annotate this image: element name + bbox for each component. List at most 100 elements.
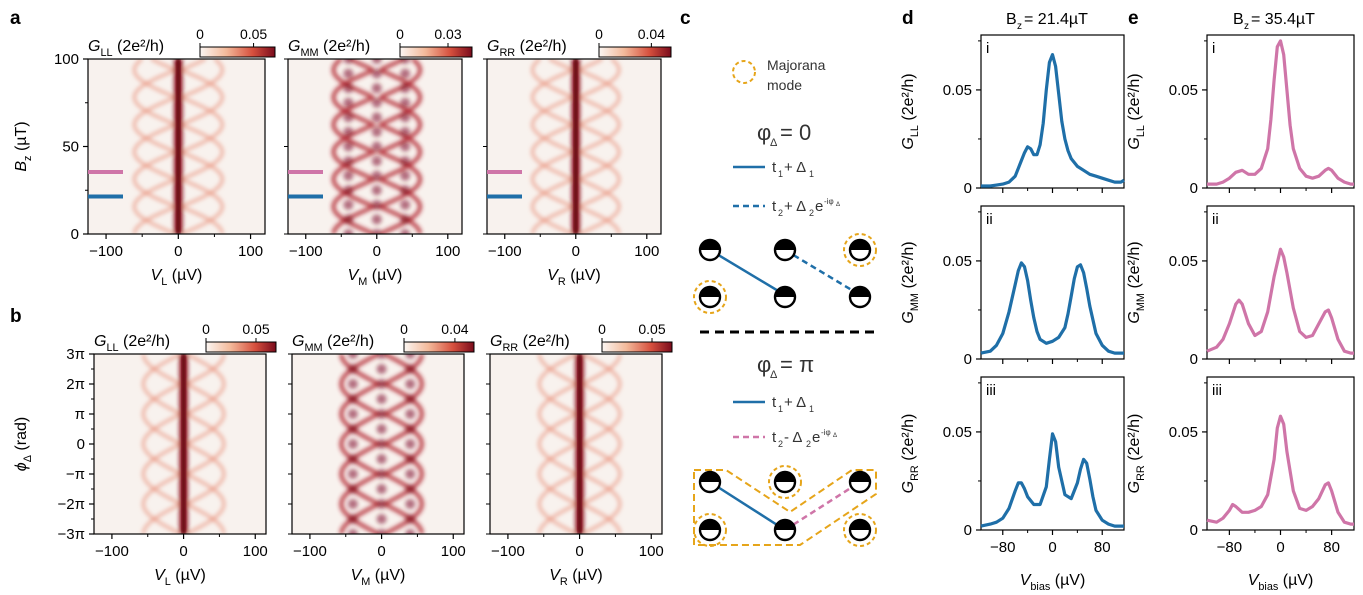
colorbar-tick-label: 0.05 [240,26,267,42]
colorbar-tick-label: 0.05 [242,321,269,337]
crossing-spot [376,529,387,534]
crossing-spot [347,469,358,479]
crossing-spot [347,529,358,534]
crossing-spot [400,156,411,167]
y-tick-label: π [75,406,85,423]
crossing-spot [400,229,411,234]
majorana-mode-marker [843,233,877,267]
crossing-spot [371,141,382,152]
crossing-line [178,59,224,234]
crossing-spot [400,59,411,64]
y-tick-label: 0.05 [1169,424,1198,441]
svg-text:t: t [772,429,777,446]
crossing-line [530,59,576,234]
quantum-dot [848,470,872,494]
x-tick-label: 80 [1094,539,1111,556]
crossing-spot [371,170,382,181]
crossing-spot [347,499,358,509]
x-axis-label: Vbias (µV) [1248,572,1314,593]
y-tick-label: 100 [54,51,79,68]
y-tick-label: 0 [77,436,85,453]
panel-roman-label: ii [986,211,993,228]
y-tick-label: 0 [1190,522,1198,539]
panel-label-a: a [10,8,21,29]
heatmap-soft-layer [331,59,423,234]
heatmap-content [339,354,424,534]
y-axis-label: GRR (2e²/h) [900,414,921,494]
heatmap-a-MM: −100 0 100 VM (µV) GMM (2e²/h) 0 0.03 [284,26,473,288]
line-chart-e-i: 0 0.05 i GLL (2e²/h) [1126,34,1355,197]
x-axis-label: VL (µV) [154,567,206,588]
y-tick-label: 0.05 [1169,253,1198,270]
svg-text:t: t [772,394,777,411]
crossing-spot [347,439,358,449]
crossing-spot [400,214,411,225]
crossing-spot [376,439,387,449]
crossing-line [379,354,424,534]
heatmap-panels: −100 0 100 VL (µV) 0 50 100 Bz (µT) GLL (2e²/h) 0… [13,26,673,588]
x-tick-label: 100 [243,543,268,560]
crossing-line [132,59,179,234]
crossing-spot [405,394,416,404]
majorana-mode-marker [693,513,727,547]
line-panels: 0 0.05 i GLL (2e²/h) 0 0.05 ii GMM (2e²/h) 0 0.05… [900,34,1355,593]
colorbar-tick-label: 0.03 [434,26,461,42]
svg-text:1: 1 [809,169,814,179]
crossing-spot [347,484,358,494]
quantum-dot [773,470,797,494]
crossing-spot [347,424,358,434]
series-line [980,261,1124,355]
panel-roman-label: i [1212,40,1215,57]
svg-text:Δ: Δ [770,369,778,381]
crossing-spot [371,199,382,210]
svg-text:= π: = π [780,352,814,377]
svg-text:Δ: Δ [833,433,837,439]
svg-text:t: t [772,198,777,215]
svg-text:t: t [772,159,777,176]
crossing-spot [405,454,416,464]
colorbar-tick-label: 0.04 [638,26,665,42]
crossing-spot [405,354,416,359]
x-tick-label: −80 [990,539,1015,556]
x-tick-label: 100 [238,243,263,260]
quantum-dot [848,285,872,309]
majorana-legend-label-2: mode [767,77,802,93]
axes-frame [1206,376,1355,531]
svg-text:1: 1 [778,169,783,179]
y-tick-label: 0 [71,226,79,243]
x-tick-label: 0 [377,543,385,560]
colorbar [601,341,673,353]
quantum-dot [773,518,797,542]
crossing-spot [376,409,387,419]
phi-pi-title: φ Δ = π [757,352,814,381]
crossing-spot [376,354,387,359]
majorana-mode-marker [843,513,877,547]
svg-text:1: 1 [809,404,814,414]
heatmap-content [141,354,226,534]
svg-text:φ: φ [757,352,771,377]
x-tick-label: −100 [488,243,522,260]
x-axis-label: VR (µV) [549,567,603,588]
svg-text:e: e [815,198,823,215]
x-tick-label: 0 [179,543,187,560]
heatmap-b-LL: −100 0 100 VL (µV) −3π −2π −π 0 π 2π 3π ϕΔ (rad) GLL… [13,321,277,588]
x-tick-label: 100 [435,243,460,260]
crossing-spot [405,529,416,534]
crossing-spot [400,112,411,123]
crossing-spot [371,185,382,196]
phipi-term2-label: t 2 - Δ 2 e -iφ Δ [772,428,837,449]
quantum-dot [773,285,797,309]
crossing-spot [371,68,382,79]
crossing-spot [347,364,358,374]
crossing-spot [347,379,358,389]
panel-roman-label: i [986,40,989,57]
crossing-spot [347,354,358,359]
crossing-spot [400,68,411,79]
y-tick-label: −3π [58,526,85,543]
quantum-dot [698,470,722,494]
x-tick-label: 100 [634,243,659,260]
panel-roman-label: ii [1212,211,1219,228]
crossing-spot [343,214,354,225]
colorbar [399,46,473,58]
crossing-spot [371,214,382,225]
